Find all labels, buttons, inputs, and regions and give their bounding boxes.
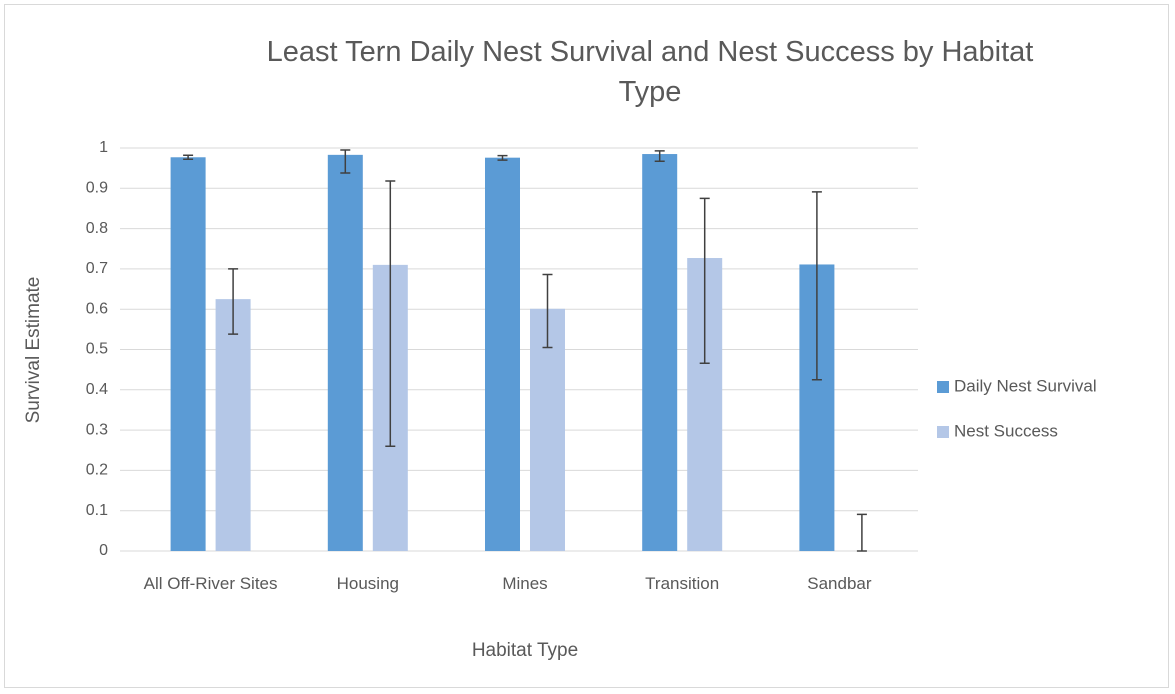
legend-label: Nest Success — [954, 421, 1058, 440]
error-bar — [811, 191, 822, 381]
bar — [170, 157, 206, 552]
error-bar — [856, 513, 867, 552]
y-tick-label: 0.9 — [86, 180, 108, 197]
legend-label: Daily Nest Survival — [954, 376, 1097, 395]
error-bar — [497, 154, 508, 161]
y-tick-label: 0.5 — [86, 341, 108, 358]
bar — [642, 154, 678, 552]
bar — [215, 299, 251, 551]
x-tick-label: Transition — [645, 574, 720, 593]
error-bar — [699, 197, 710, 364]
bar — [530, 308, 565, 551]
y-tick-label: 0.1 — [86, 502, 108, 519]
bar — [485, 157, 520, 551]
y-tick-label: 1 — [99, 139, 108, 156]
error-bar — [183, 154, 194, 161]
x-tick-label: Sandbar — [807, 574, 872, 593]
y-tick-label: 0 — [99, 542, 108, 559]
legend-swatch — [937, 381, 949, 393]
x-axis-label: Habitat Type — [472, 640, 578, 661]
error-bar — [385, 180, 396, 447]
y-axis-label: Survival Estimate — [23, 277, 44, 424]
chart-frame — [4, 4, 1169, 688]
x-tick-label: Housing — [336, 574, 399, 593]
x-tick-label: All Off-River Sites — [143, 574, 278, 593]
y-tick-label: 0.8 — [86, 220, 108, 237]
bar — [327, 154, 363, 551]
error-bar — [228, 268, 239, 335]
y-tick-label: 0.3 — [86, 421, 108, 438]
error-bar — [654, 150, 665, 163]
y-tick-label: 0.6 — [86, 300, 108, 317]
chart-title: Least Tern Daily Nest Survival and Nest … — [266, 36, 1034, 108]
legend-swatch — [937, 426, 949, 438]
error-bar — [542, 273, 553, 349]
x-tick-label: Mines — [502, 574, 548, 593]
error-bar — [340, 149, 351, 174]
y-tick-label: 0.2 — [86, 462, 108, 479]
y-tick-label: 0.4 — [86, 381, 108, 398]
y-tick-label: 0.7 — [86, 260, 108, 277]
